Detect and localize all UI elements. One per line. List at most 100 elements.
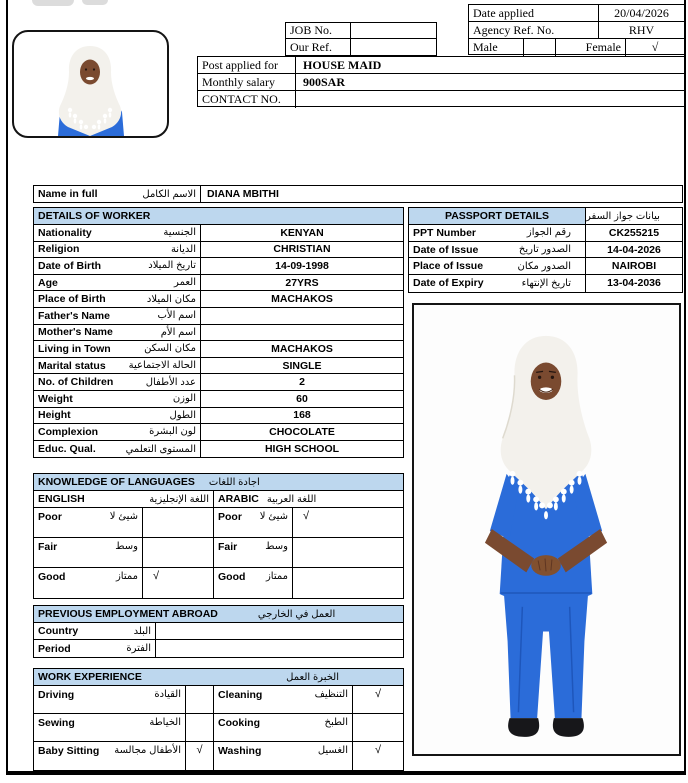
passport-details-title-arabic: بيانات جواز السفر — [586, 210, 660, 222]
field-label-arabic: اسم الأم — [160, 326, 196, 338]
field-label: Period — [38, 642, 71, 655]
row-place-of-issue: Place of Issue الصدور مكان NAIROBI — [409, 258, 682, 276]
field-value — [201, 325, 403, 341]
row-fathers-name: Father's Name اسم الأب — [34, 307, 403, 325]
field-label: Weight — [38, 392, 73, 405]
passport-details-header: PASSPORT DETAILS بيانات جواز السفر — [409, 208, 682, 225]
name-label-arabic: الاسم الكامل — [142, 188, 196, 200]
level-label-arabic: شيئ لا — [109, 511, 138, 522]
row-date-of-issue: Date of Issue الصدور تاريخ 14-04-2026 — [409, 241, 682, 259]
job-no-label: JOB No. — [286, 23, 351, 38]
languages-header: KNOWLEDGE OF LANGUAGES اجادة اللغات — [34, 474, 403, 491]
field-label: Date of Expiry — [413, 277, 484, 290]
work-experience-header: WORK EXPERIENCE الخبرة العمل — [34, 669, 403, 686]
post-applied-value: HOUSE MAID — [303, 57, 382, 72]
skill-label-arabic: القيادة — [154, 689, 181, 700]
page-border-left — [6, 0, 8, 775]
cleaning-checkbox: √ — [374, 688, 382, 700]
row-height: Height الطول 168 — [34, 407, 403, 425]
contact-no-row: CONTACT NO. — [198, 91, 684, 108]
languages-subheader: ENGLISH اللغة الإنجليزية ARABIC اللغة العر… — [34, 491, 403, 508]
baby-sitting-checkbox: √ — [186, 742, 214, 770]
field-value: 168 — [293, 409, 311, 422]
field-label: Height — [38, 409, 71, 422]
period-value — [156, 640, 403, 657]
name-value: DIANA MBITHI — [207, 188, 279, 200]
our-ref-label: Our Ref. — [286, 39, 351, 55]
name-label: Name in full — [38, 188, 98, 200]
field-label-arabic: مكان الميلاد — [146, 293, 196, 305]
field-value: 13-04-2036 — [607, 277, 661, 290]
skill-label: Baby Sitting — [38, 745, 100, 757]
date-applied-row: Date applied 20/04/2026 — [469, 5, 684, 22]
languages-title-arabic: اجادة اللغات — [208, 476, 260, 488]
skill-label: Sewing — [38, 717, 75, 729]
agency-ref-value: RHV — [628, 22, 655, 37]
page-border-right — [684, 0, 686, 771]
field-value: MACHAKOS — [271, 342, 333, 355]
female-label: Female — [556, 39, 626, 56]
logo-remnant — [82, 0, 108, 5]
level-label: Poor — [218, 511, 242, 523]
sewing-checkbox — [186, 714, 214, 741]
skill-label-arabic: الخياطة — [149, 717, 181, 728]
gender-row: Male Female √ — [469, 39, 684, 56]
name-row: Name in full الاسم الكامل DIANA MBITHI — [33, 185, 683, 203]
row-date-of-expiry: Date of Expiry تاريخ الإنتهاء 13-04-2036 — [409, 275, 682, 292]
level-label: Good — [218, 571, 246, 583]
field-label-arabic: العمر — [174, 277, 196, 289]
field-label-arabic: الجنسية — [163, 227, 196, 239]
job-no-value — [351, 23, 436, 38]
row-age: Age العمر 27YRS — [34, 274, 403, 292]
field-label-arabic: تاريخ الإنتهاء — [521, 277, 571, 289]
field-label: Place of Issue — [413, 260, 484, 273]
page-border-bottom — [6, 771, 686, 775]
field-label-arabic: مكان السكن — [144, 343, 196, 355]
row-ppt-number: PPT Number رقم الجواز CK255215 — [409, 225, 682, 242]
field-label: Educ. Qual. — [38, 443, 96, 456]
level-label-arabic: وسط — [265, 541, 288, 552]
date-applied-table: Date applied 20/04/2026 Agency Ref. No. … — [468, 4, 685, 56]
field-value: CK255215 — [608, 226, 660, 239]
field-value: HIGH SCHOOL — [264, 443, 340, 456]
logo-remnant — [32, 0, 74, 6]
field-label: Living in Town — [38, 342, 111, 355]
our-ref-value — [351, 39, 436, 55]
languages-title: KNOWLEDGE OF LANGUAGES — [38, 476, 195, 488]
english-label-arabic: اللغة الإنجليزية — [149, 493, 209, 505]
skill-label: Driving — [38, 689, 75, 701]
details-of-worker-table: DETAILS OF WORKER Nationality الجنسية KENY… — [33, 207, 404, 459]
female-checkbox: √ — [651, 40, 659, 54]
field-value: 14-04-2026 — [607, 243, 661, 256]
row-complexion: Complexion لون البشرة CHOCOLATE — [34, 424, 403, 441]
monthly-salary-label: Monthly salary — [198, 74, 296, 90]
monthly-salary-value: 900SAR — [303, 74, 346, 89]
level-label: Good — [38, 571, 66, 583]
field-label-arabic: الطول — [169, 409, 196, 421]
skill-label-arabic: الأطفال مجالسة — [114, 745, 181, 756]
field-value: CHOCOLATE — [269, 425, 335, 438]
previous-employment-header: PREVIOUS EMPLOYMENT ABROAD العمل في الخا… — [34, 606, 403, 623]
field-label: Mother's Name — [38, 326, 113, 339]
post-applied-table: Post applied for HOUSE MAID Monthly sala… — [197, 56, 685, 108]
field-label-arabic: الصدور مكان — [517, 260, 571, 272]
date-applied-label: Date applied — [469, 5, 599, 21]
level-label-arabic: وسط — [115, 541, 138, 552]
passport-details-table: PASSPORT DETAILS بيانات جواز السفر PPT N… — [408, 207, 683, 293]
field-label: Date of Issue — [413, 243, 479, 256]
field-value: NAIROBI — [611, 260, 657, 273]
date-applied-value: 20/04/2026 — [614, 5, 669, 20]
field-label-arabic: اسم الأب — [157, 310, 197, 322]
field-value: SINGLE — [282, 359, 322, 372]
skill-label: Cooking — [218, 717, 260, 729]
arabic-fair-checkbox — [293, 538, 403, 567]
language-row-fair: Fair وسط Fair وسط — [34, 538, 403, 568]
arabic-good-checkbox — [293, 568, 403, 598]
row-religion: Religion الديانة CHRISTIAN — [34, 241, 403, 259]
field-label: No. of Children — [38, 376, 114, 389]
row-marital-status: Marital status الحالة الاجتماعية SINGLE — [34, 357, 403, 375]
previous-employment-table: PREVIOUS EMPLOYMENT ABROAD العمل في الخا… — [33, 605, 404, 658]
field-label-arabic: الديانة — [170, 243, 196, 255]
field-value: 2 — [299, 376, 305, 389]
row-place-of-birth: Place of Birth مكان الميلاد MACHAKOS — [34, 291, 403, 308]
